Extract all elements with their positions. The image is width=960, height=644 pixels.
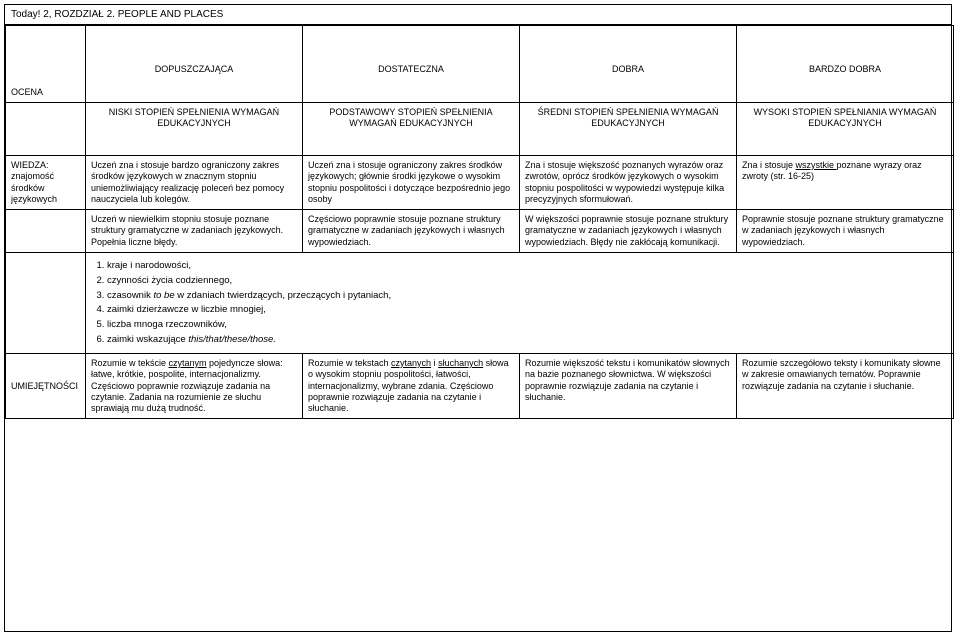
wiedza-label: WIEDZA: znajomość środków językowych: [6, 156, 86, 210]
r4c2: Rozumie w tekstach czytanych i słuchanyc…: [303, 354, 520, 419]
r1c2: Uczeń zna i stosuje ograniczony zakres ś…: [303, 156, 520, 210]
topic-4: zaimki dzierżawcze w liczbie mnogiej,: [107, 304, 948, 316]
topic-3: czasownik to be w zdaniach twierdzących,…: [107, 290, 948, 302]
topic-6: zaimki wskazujące this/that/these/those.: [107, 334, 948, 346]
topics-list: kraje i narodowości, czynności życia cod…: [107, 260, 948, 346]
rubric-table: OCENA DOPUSZCZAJĄCA DOSTATECZNA DOBRA BA…: [5, 25, 954, 419]
level-4: WYSOKI STOPIEŃ SPEŁNIANIA WYMAGAŃ EDUKAC…: [737, 103, 954, 156]
r4c4: Rozumie szczegółowo teksty i komunikaty …: [737, 354, 954, 419]
r2c2: Częściowo poprawnie stosuje poznane stru…: [303, 210, 520, 253]
document-title: Today! 2, ROZDZIAŁ 2. PEOPLE AND PLACES: [5, 5, 951, 25]
level-1: NISKI STOPIEŃ SPEŁNIENIA WYMAGAŃ EDUKACY…: [86, 103, 303, 156]
r1c3: Zna i stosuje większość poznanych wyrazó…: [520, 156, 737, 210]
topics-cell: kraje i narodowości, czynności życia cod…: [86, 252, 954, 353]
wiedza-a: WIEDZA:: [11, 160, 49, 170]
blank: [6, 252, 86, 353]
r2c1: Uczeń w niewielkim stopniu stosuje pozna…: [86, 210, 303, 253]
grade-3: DOBRA: [520, 60, 737, 103]
topic-5: liczba mnoga rzeczowników,: [107, 319, 948, 331]
label-ocena: OCENA: [6, 26, 86, 103]
level-2: PODSTAWOWY STOPIEŃ SPEŁNIENIA WYMAGAŃ ED…: [303, 103, 520, 156]
blank: [6, 103, 86, 156]
grade-1: DOPUSZCZAJĄCA: [86, 60, 303, 103]
blank: [6, 210, 86, 253]
topic-2: czynności życia codziennego,: [107, 275, 948, 287]
spacer: [737, 26, 954, 61]
grade-4: BARDZO DOBRA: [737, 60, 954, 103]
topic-1: kraje i narodowości,: [107, 260, 948, 272]
r1c1: Uczeń zna i stosuje bardzo ograniczony z…: [86, 156, 303, 210]
grade-2: DOSTATECZNA: [303, 60, 520, 103]
r2c4: Poprawnie stosuje poznane struktury gram…: [737, 210, 954, 253]
spacer: [520, 26, 737, 61]
wiedza-b: znajomość środków językowych: [11, 171, 57, 204]
page-frame: Today! 2, ROZDZIAŁ 2. PEOPLE AND PLACES …: [4, 4, 952, 632]
r2c3: W większości poprawnie stosuje poznane s…: [520, 210, 737, 253]
spacer: [86, 26, 303, 61]
umiejetnosci-label: UMIEJĘTNOŚCI: [6, 354, 86, 419]
r4c3: Rozumie większość tekstu i komunikatów s…: [520, 354, 737, 419]
r1c4: Zna i stosuje wszystkie poznane wyrazy o…: [737, 156, 954, 210]
level-3: ŚREDNI STOPIEŃ SPEŁNIENIA WYMAGAŃ EDUKAC…: [520, 103, 737, 156]
spacer: [303, 26, 520, 61]
r4c1: Rozumie w tekście czytanym pojedyncze sł…: [86, 354, 303, 419]
